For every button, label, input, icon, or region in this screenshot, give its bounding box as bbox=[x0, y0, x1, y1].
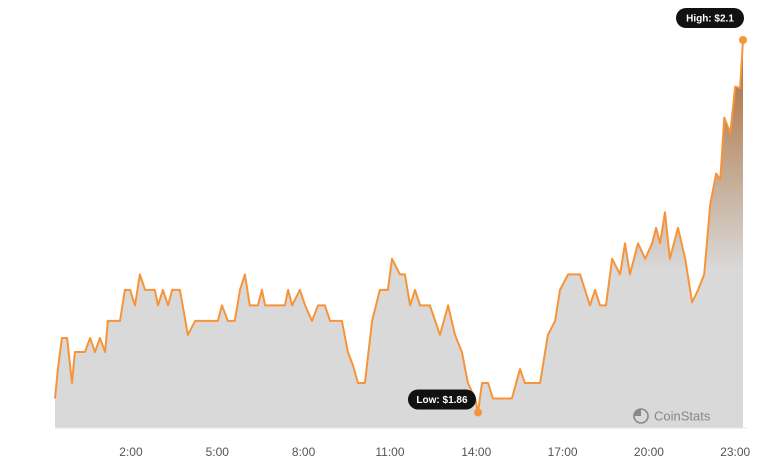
price-line bbox=[54, 39, 744, 414]
annotation-label: High: $2.1 bbox=[686, 14, 734, 25]
x-tick-label: 8:00 bbox=[292, 445, 316, 459]
extreme-point bbox=[473, 408, 482, 417]
x-tick-label: 23:00 bbox=[720, 445, 750, 459]
extreme-point bbox=[739, 36, 747, 44]
area-fill bbox=[55, 40, 743, 428]
x-tick-label: 20:00 bbox=[634, 445, 664, 459]
x-tick-label: 5:00 bbox=[206, 445, 230, 459]
x-tick-label: 2:00 bbox=[119, 445, 143, 459]
plot-area: 2:00 5:00 8:00 11:00 14:00 17:00 20:00 23:00 Hig… bbox=[54, 8, 751, 459]
annotation-pill bbox=[407, 389, 476, 410]
annotation-pill bbox=[676, 8, 744, 28]
x-tick-label: 11:00 bbox=[375, 445, 404, 459]
watermark: CoinStats bbox=[633, 408, 711, 424]
watermark-text: CoinStats bbox=[654, 408, 711, 423]
annotation-label: Low: $1.86 bbox=[416, 395, 468, 406]
x-tick-label: 17:00 bbox=[548, 445, 578, 459]
x-tick-label: 14:00 bbox=[461, 445, 491, 459]
